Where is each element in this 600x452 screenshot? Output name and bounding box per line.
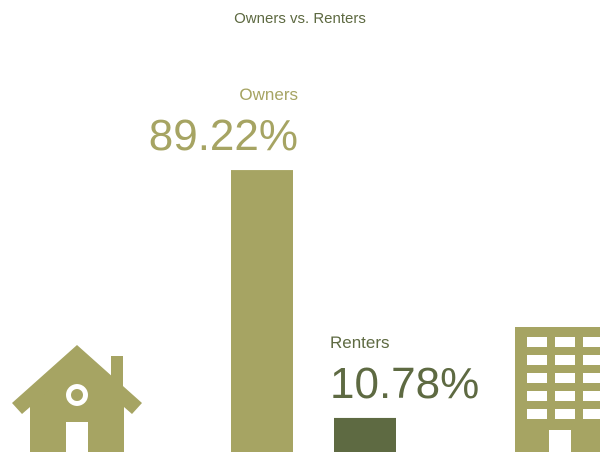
window xyxy=(527,355,547,365)
window xyxy=(555,373,575,383)
window xyxy=(583,391,600,401)
house-gable xyxy=(40,358,114,390)
window xyxy=(527,391,547,401)
window xyxy=(583,409,600,419)
window xyxy=(527,337,547,347)
house-window-center xyxy=(71,389,83,401)
window xyxy=(555,391,575,401)
category-label: Owners xyxy=(239,85,298,104)
bar xyxy=(231,170,293,452)
window xyxy=(555,409,575,419)
category-label: Renters xyxy=(330,333,390,352)
chart-title: Owners vs. Renters xyxy=(234,10,366,27)
building-icon xyxy=(515,327,600,452)
window xyxy=(583,373,600,383)
window xyxy=(583,337,600,347)
window xyxy=(555,355,575,365)
value-label: 89.22% xyxy=(149,111,298,160)
window xyxy=(527,409,547,419)
house-door xyxy=(66,422,88,452)
house-icon xyxy=(12,345,142,452)
building-door xyxy=(549,430,571,452)
building-windows xyxy=(527,337,600,452)
bar xyxy=(334,417,396,452)
window xyxy=(527,373,547,383)
value-label: 10.78% xyxy=(330,359,479,408)
window xyxy=(555,337,575,347)
house-chimney xyxy=(111,356,123,390)
window xyxy=(583,355,600,365)
